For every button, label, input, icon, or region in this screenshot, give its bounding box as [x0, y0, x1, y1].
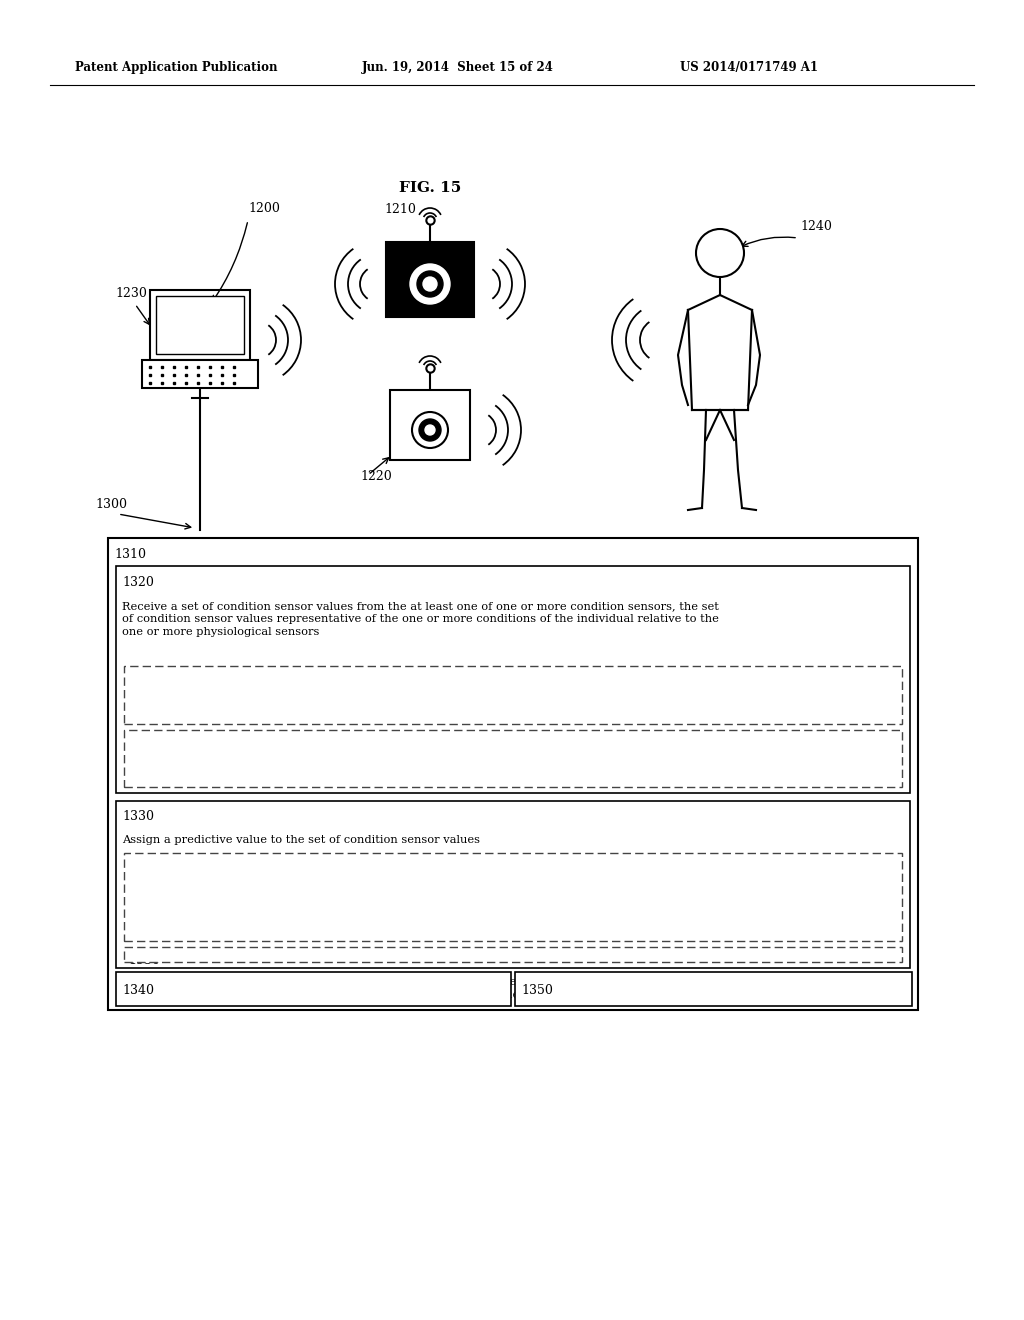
Text: 1210: 1210 — [384, 203, 416, 216]
Bar — [108, 539, 918, 1010]
Text: Jun. 19, 2014  Sheet 15 of 24: Jun. 19, 2014 Sheet 15 of 24 — [362, 62, 554, 74]
Bar — [116, 972, 511, 1006]
Text: Receive the set of condition sensor values from the at least one of the one or m: Receive the set of condition sensor valu… — [128, 696, 713, 719]
Bar — [386, 242, 474, 317]
Circle shape — [410, 264, 450, 304]
Bar — [156, 296, 244, 354]
Text: 1240: 1240 — [800, 220, 831, 234]
Circle shape — [412, 412, 449, 447]
Circle shape — [423, 277, 437, 290]
Bar — [116, 801, 910, 968]
Text: Patent Application Publication: Patent Application Publication — [75, 62, 278, 74]
Text: 1510: 1510 — [128, 738, 160, 751]
Text: 1500: 1500 — [128, 673, 160, 686]
Circle shape — [425, 425, 435, 436]
Circle shape — [696, 228, 744, 277]
Bar — [515, 972, 912, 1006]
Text: 1300: 1300 — [95, 498, 127, 511]
Bar — [124, 946, 902, 962]
Text: 1340: 1340 — [122, 983, 154, 997]
Text: 1530: 1530 — [128, 954, 160, 968]
Bar — [116, 566, 910, 793]
Text: Assign a predictive value to the set of condition sensor values based on whether: Assign a predictive value to the set of … — [128, 883, 705, 920]
Text: Receive the set of condition sensor values from the at least one of the one or m: Receive the set of condition sensor valu… — [128, 760, 713, 783]
Text: Receive a set of condition sensor values from the at least one of one or more co: Receive a set of condition sensor values… — [122, 601, 719, 638]
Text: 1200: 1200 — [248, 202, 280, 215]
Text: 1310: 1310 — [114, 548, 146, 561]
Bar — [124, 667, 902, 723]
Text: 1330: 1330 — [122, 810, 154, 824]
Bar — [124, 853, 902, 941]
Text: Assign a predictive value to the set of condition sensor values: Assign a predictive value to the set of … — [122, 836, 480, 845]
Text: 1320: 1320 — [122, 576, 154, 589]
Circle shape — [417, 271, 443, 297]
Bar — [150, 290, 250, 360]
Bar — [142, 360, 258, 388]
Text: 1220: 1220 — [360, 470, 392, 483]
Text: Assign a predictive value to the set of condition sensor values based on compari: Assign a predictive value to the set of … — [128, 977, 685, 1001]
Text: 1230: 1230 — [115, 286, 146, 300]
Bar — [124, 730, 902, 787]
Text: US 2014/0171749 A1: US 2014/0171749 A1 — [680, 62, 818, 74]
Bar — [390, 389, 470, 459]
Text: 1350: 1350 — [521, 983, 553, 997]
Text: 1520: 1520 — [128, 861, 160, 874]
Circle shape — [419, 418, 441, 441]
Text: FIG. 15: FIG. 15 — [399, 181, 461, 195]
